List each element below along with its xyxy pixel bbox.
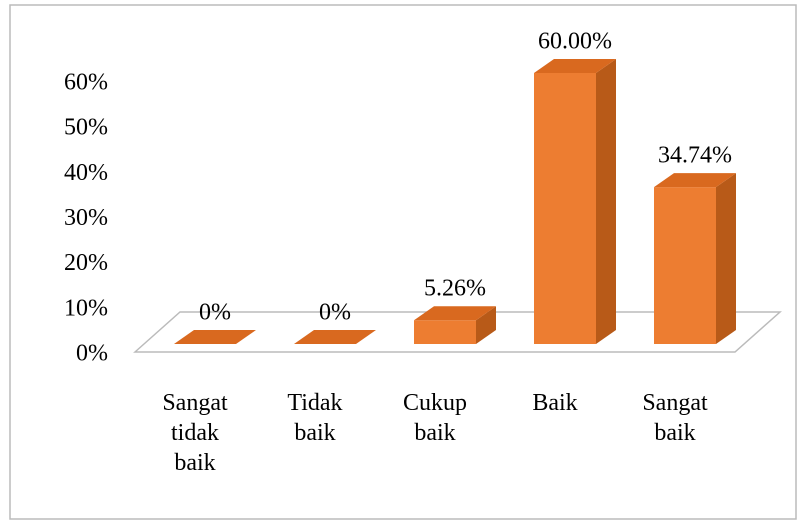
bar-front [414, 320, 476, 344]
bar-front [534, 73, 596, 344]
bar [534, 59, 616, 344]
bar-side [476, 306, 496, 344]
x-tick-label: Tidak baik [287, 390, 343, 446]
value-label: 34.74% [658, 143, 732, 169]
bar-top [174, 330, 256, 344]
value-label: 5.26% [424, 276, 486, 302]
chart-frame [9, 4, 797, 520]
bar [174, 330, 256, 344]
bar [294, 330, 376, 344]
x-tick-label: Sangat tidak baik [162, 390, 228, 476]
y-tick-label: 40% [64, 160, 108, 186]
bar [414, 306, 496, 344]
bar [654, 173, 736, 344]
bar-side [596, 59, 616, 344]
bar-top [414, 306, 496, 321]
y-tick-label: 50% [64, 115, 108, 141]
y-tick-label: 10% [64, 295, 108, 321]
y-tick-label: 20% [64, 250, 108, 276]
x-tick-label: Baik [532, 390, 578, 416]
value-label: 60.00% [538, 29, 612, 55]
bar-side [716, 173, 736, 344]
bar-top [294, 330, 376, 344]
value-label: 0% [199, 300, 231, 326]
bar-top [534, 59, 616, 73]
y-tick-label: 0% [76, 341, 108, 367]
bar-front [654, 187, 716, 344]
x-tick-label: Sangat baik [642, 390, 708, 446]
bar-top [654, 173, 736, 188]
y-tick-label: 60% [64, 70, 108, 96]
x-tick-label: Cukup baik [402, 390, 467, 446]
y-tick-label: 30% [64, 205, 108, 231]
value-label: 0% [319, 300, 351, 326]
